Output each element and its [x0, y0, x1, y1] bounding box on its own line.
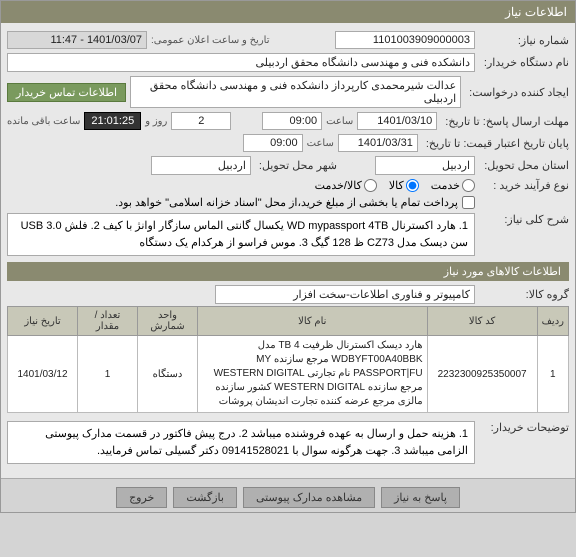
- table-row[interactable]: 1 2232300925350007 هارد دیسک اکسترنال ظر…: [8, 336, 569, 413]
- org-label: نام دستگاه خریدار:: [479, 56, 569, 69]
- footer-buttons: پاسخ به نیاز مشاهده مدارک پیوستی بازگشت …: [1, 478, 575, 512]
- price-valid-date-field: 1401/03/31: [338, 134, 418, 152]
- city-field: اردبیل: [151, 156, 251, 175]
- price-valid-label: پایان تاریخ اعتبار قیمت: تا تاریخ:: [422, 137, 569, 150]
- window-title: اطلاعات نیاز: [1, 1, 575, 23]
- group-field: کامپیوتر و فناوری اطلاعات-سخت افزار: [215, 285, 475, 304]
- group-label: گروه کالا:: [479, 288, 569, 301]
- col-idx: ردیف: [537, 307, 568, 336]
- countdown-timer: 21:01:25: [84, 112, 141, 130]
- price-valid-time-label: ساعت: [307, 138, 334, 149]
- price-valid-time-field: 09:00: [243, 134, 303, 152]
- desc-text: 1. هارد اکسترنال WD mypassport 4TB یکسال…: [7, 213, 475, 256]
- radio-product[interactable]: کالا: [389, 179, 419, 192]
- col-date: تاریخ نیاز: [8, 307, 78, 336]
- radio-both-input[interactable]: [364, 179, 377, 192]
- buyer-notes-text: 1. هزینه حمل و ارسال به عهده فروشنده میب…: [7, 421, 475, 464]
- items-table: ردیف کد کالا نام کالا واحد شمارش تعداد /…: [7, 306, 569, 413]
- contact-buyer-button[interactable]: اطلاعات تماس خریدار: [7, 83, 126, 102]
- payment-checkbox[interactable]: [462, 196, 475, 209]
- reply-button[interactable]: پاسخ به نیاز: [381, 487, 460, 508]
- deadline-time-field: 09:00: [262, 112, 322, 130]
- col-name: نام کالا: [198, 307, 428, 336]
- desc-label: شرح کلی نیاز:: [479, 213, 569, 226]
- city-label: شهر محل تحویل:: [255, 159, 337, 172]
- buy-type-radio-group: خدمت کالا کالا/خدمت: [315, 179, 475, 192]
- radio-product-input[interactable]: [406, 179, 419, 192]
- col-qty: تعداد / مقدار: [78, 307, 138, 336]
- deadline-time-label: ساعت: [326, 116, 353, 127]
- deadline-date-field: 1401/03/10: [357, 112, 437, 130]
- back-button[interactable]: بازگشت: [173, 487, 237, 508]
- deadline-label: مهلت ارسال پاسخ: تا تاریخ:: [441, 115, 569, 128]
- cell-date: 1401/03/12: [8, 336, 78, 413]
- buy-type-label: نوع فرآیند خرید :: [479, 179, 569, 192]
- province-field: اردبیل: [375, 156, 475, 175]
- radio-service-input[interactable]: [462, 179, 475, 192]
- exit-button[interactable]: خروج: [116, 487, 167, 508]
- creator-field: عدالت شیرمحمدی کارپرداز دانشکده فنی و مه…: [130, 76, 461, 108]
- org-field: دانشکده فنی و مهندسی دانشگاه محقق اردبیل…: [7, 53, 475, 72]
- buyer-notes-label: توضیحات خریدار:: [479, 421, 569, 434]
- need-no-field: 1101003909000003: [335, 31, 475, 49]
- payment-note: پرداخت تمام یا بخشی از مبلغ خرید،از محل …: [115, 196, 458, 209]
- cell-qty: 1: [78, 336, 138, 413]
- payment-checkbox-item[interactable]: پرداخت تمام یا بخشی از مبلغ خرید،از محل …: [115, 196, 475, 209]
- cell-code: 2232300925350007: [427, 336, 537, 413]
- days-remaining-field: 2: [171, 112, 231, 130]
- cell-idx: 1: [537, 336, 568, 413]
- radio-both[interactable]: کالا/خدمت: [315, 179, 377, 192]
- creator-label: ایجاد کننده درخواست:: [465, 86, 569, 99]
- announce-field: 1401/03/07 - 11:47: [7, 31, 147, 49]
- remaining-label: ساعت باقی مانده: [7, 116, 80, 127]
- need-no-label: شماره نیاز:: [479, 34, 569, 47]
- cell-name: هارد دیسک اکسترنال ظرفیت TB 4 مدل WDBYFT…: [198, 336, 428, 413]
- table-header-row: ردیف کد کالا نام کالا واحد شمارش تعداد /…: [8, 307, 569, 336]
- info-window: اطلاعات نیاز شماره نیاز: 110100390900000…: [0, 0, 576, 513]
- attachments-button[interactable]: مشاهده مدارک پیوستی: [243, 487, 375, 508]
- radio-service[interactable]: خدمت: [431, 179, 475, 192]
- section-items-header: اطلاعات کالاهای مورد نیاز: [7, 262, 569, 281]
- cell-unit: دستگاه: [138, 336, 198, 413]
- col-unit: واحد شمارش: [138, 307, 198, 336]
- col-code: کد کالا: [427, 307, 537, 336]
- days-and-label: روز و: [145, 116, 167, 127]
- form-content: شماره نیاز: 1101003909000003 تاریخ و ساع…: [1, 23, 575, 472]
- province-label: استان محل تحویل:: [479, 159, 569, 172]
- announce-label: تاریخ و ساعت اعلان عمومی:: [151, 35, 270, 46]
